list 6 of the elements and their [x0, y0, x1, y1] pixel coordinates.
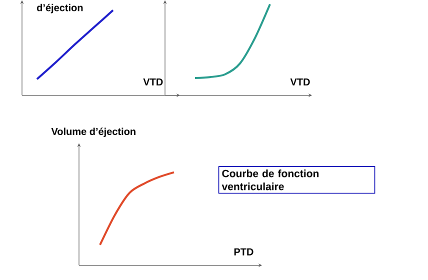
y-axis-title: Volume d’éjection [51, 127, 136, 137]
text: Courbe de fonction ventriculaire [222, 169, 319, 190]
x-axis-title: VTD [143, 78, 163, 86]
x-axis-title: VTD [290, 78, 310, 86]
x-axis-title: PTD [234, 248, 254, 256]
y-axis-title: d’éjection [36, 4, 83, 14]
